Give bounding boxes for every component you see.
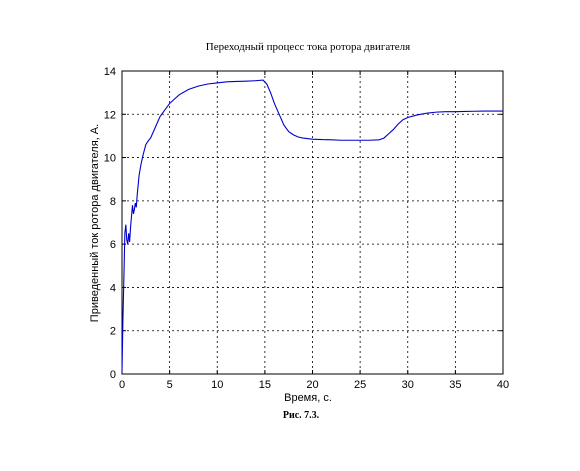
x-tick-labels: 0 5 10 15 20 25 30 35 40 [119,379,509,391]
y-tick-label: 12 [104,109,116,121]
chart-title: Переходный процесс тока ротора двигателя [206,41,410,53]
current-line [121,79,503,372]
grid-lines [122,71,503,374]
x-axis-label: Время, с. [284,392,332,404]
x-tick-label: 15 [259,379,271,391]
y-tick-label: 10 [104,153,116,165]
x-tick-label: 5 [167,379,173,391]
y-tick-label: 6 [110,239,116,251]
y-tick-label: 2 [110,326,116,338]
x-tick-label: 0 [119,379,125,391]
x-tick-label: 35 [449,379,461,391]
x-tick-label: 10 [211,379,223,391]
figure-caption: Рис. 7.3. [283,410,320,421]
y-tick-label: 8 [110,196,116,208]
x-tick-label: 30 [402,379,414,391]
x-tick-label: 20 [306,379,318,391]
y-tick-label: 4 [110,282,116,294]
y-tick-label: 14 [104,66,116,78]
x-tick-label: 40 [497,379,509,391]
y-tick-labels: 0 2 4 6 8 10 12 14 [104,66,116,381]
x-tick-label: 25 [354,379,366,391]
y-axis-label: Приведенный ток ротора двигателя, А. [89,124,101,322]
y-tick-label: 0 [110,369,116,381]
tick-marks [121,70,504,375]
